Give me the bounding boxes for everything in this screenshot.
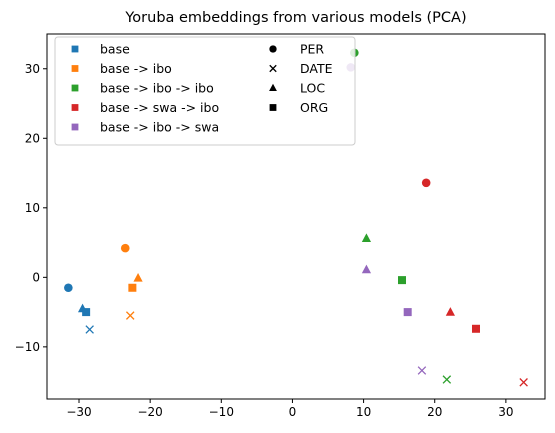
data-point-circle <box>120 243 130 253</box>
x-tick-label: 10 <box>356 405 371 419</box>
x-tick-label: −30 <box>66 405 91 419</box>
legend-marker-x <box>269 64 277 73</box>
x-tick-label: 20 <box>427 405 442 419</box>
data-point-x <box>125 311 135 320</box>
x-tick-label: −10 <box>209 405 234 419</box>
data-point-square <box>403 308 412 317</box>
y-tick-label: −10 <box>15 340 40 354</box>
legend-label: base -> ibo <box>100 61 172 76</box>
legend-marker-circle <box>269 45 277 53</box>
y-tick-label: 0 <box>32 270 40 284</box>
x-tick-label: 0 <box>289 405 297 419</box>
data-point-triangle <box>445 307 455 316</box>
data-point-x <box>519 378 528 387</box>
y-tick-label: 20 <box>25 131 40 145</box>
data-point-square <box>128 283 137 292</box>
legend-label: ORG <box>300 100 328 115</box>
plot-frame <box>46 33 546 400</box>
legend-swatch <box>71 65 79 72</box>
data-point-x <box>417 366 427 375</box>
data-point-square <box>82 308 91 317</box>
legend-swatch <box>71 104 79 111</box>
legend-label: base -> swa -> ibo <box>100 100 219 115</box>
data-point-x <box>85 325 94 334</box>
legend-marker-square <box>269 104 277 111</box>
y-tick-label: 30 <box>25 62 40 76</box>
legend-label: PER <box>300 42 324 57</box>
axis-ticks: −30 −20 −10 0 10 20 30 −10 0 10 20 30 <box>15 62 514 419</box>
legend-box <box>54 36 356 146</box>
legend-label: base <box>100 42 130 57</box>
data-point-square <box>471 324 480 333</box>
data-point-triangle <box>361 264 372 274</box>
legend-marker-triangle <box>269 83 277 92</box>
legend-label: base -> ibo -> swa <box>100 120 219 135</box>
x-tick-label: 30 <box>498 405 513 419</box>
y-tick-label: 10 <box>25 201 40 215</box>
data-point-triangle <box>361 233 372 242</box>
legend-label: base -> ibo -> ibo <box>100 81 214 96</box>
data-point-triangle <box>133 273 143 282</box>
legend-label: LOC <box>300 81 325 96</box>
legend-swatch <box>71 84 79 92</box>
chart-title: Yoruba embeddings from various models (P… <box>124 10 466 26</box>
legend-label: DATE <box>300 61 333 76</box>
data-point-x <box>442 375 452 384</box>
data-point-circle <box>421 178 431 188</box>
chart-legend: base base -> ibo base -> ibo -> ibo base ->… <box>54 36 356 146</box>
x-tick-label: −20 <box>137 405 162 419</box>
data-point-square <box>398 276 407 285</box>
legend-swatch <box>71 45 79 53</box>
legend-swatch <box>71 123 79 131</box>
data-point-circle <box>64 283 73 293</box>
